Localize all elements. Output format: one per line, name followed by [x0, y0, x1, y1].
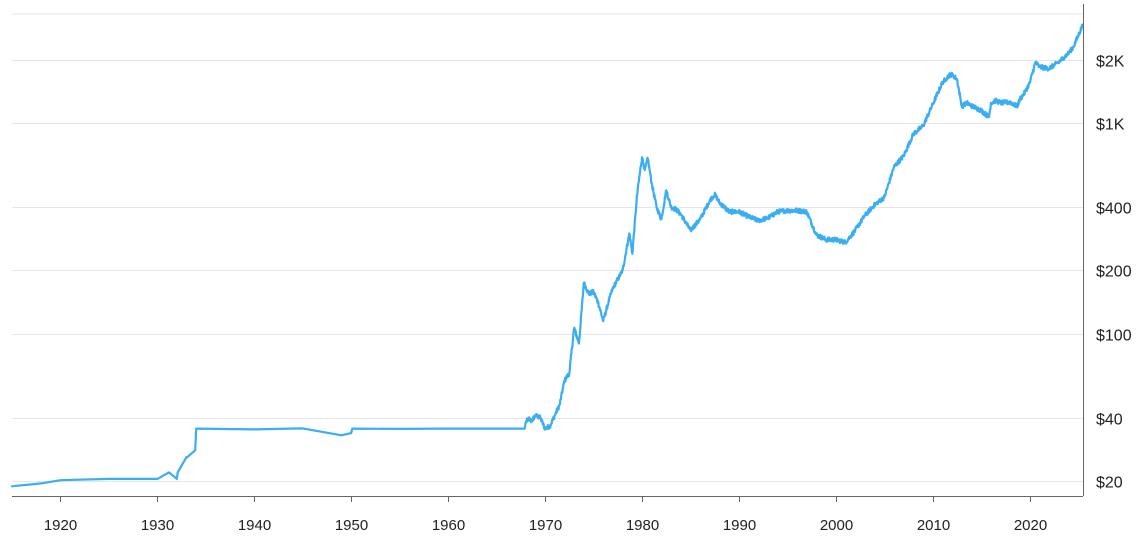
y-tick-label: $1K: [1096, 117, 1125, 134]
x-tick-label: 2020: [1014, 517, 1047, 534]
x-tick-label: 1990: [723, 517, 756, 534]
y-tick-label: $2K: [1096, 54, 1125, 71]
x-tick-label: 1940: [238, 517, 271, 534]
series-line: [10, 23, 1085, 488]
x-tick-label: 1970: [529, 517, 562, 534]
gridlines: [12, 13, 1083, 482]
series-layer: [10, 23, 1085, 488]
y-tick-label: $400: [1096, 201, 1132, 218]
x-tick-label: 1920: [44, 517, 77, 534]
y-tick-label: $20: [1096, 475, 1123, 492]
y-tick-label: $100: [1096, 328, 1132, 345]
x-tick-label: 1930: [141, 517, 174, 534]
y-tick-label: $40: [1096, 412, 1123, 429]
x-tick-label: 2000: [820, 517, 853, 534]
x-tick-label: 1960: [432, 517, 465, 534]
x-axis-ticks: 1920 1930 1940 1950 1960 1970 1980 1990 2000 2010…: [44, 496, 1047, 534]
x-tick-label: 1980: [626, 517, 659, 534]
x-tick-label: 1950: [335, 517, 368, 534]
y-axis-ticks: $20 $40 $100 $200 $400 $1K $2K: [1096, 54, 1132, 492]
x-tick-label: 2010: [917, 517, 950, 534]
y-tick-label: $200: [1096, 264, 1132, 281]
